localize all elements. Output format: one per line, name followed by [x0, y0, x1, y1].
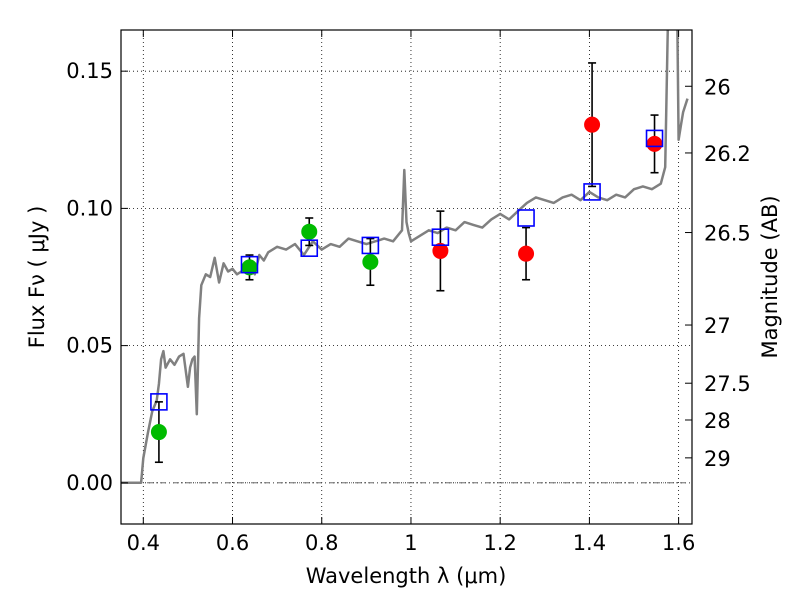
x-axis-label: Wavelength λ (μm): [306, 564, 507, 588]
model-square-point: [300, 239, 319, 257]
red-data-point: [646, 135, 663, 152]
green-data-point: [301, 223, 318, 240]
green-data-point: [362, 253, 379, 270]
model-square-point: [583, 183, 601, 201]
mag-tick-label: 26.5: [704, 222, 751, 246]
x-tick-label: 1.4: [573, 531, 606, 555]
ticks: 0.4 0.6 0.8 1 1.2 1.4 1.6 0.00 0.05 0.10 0.15 26 26.…: [66, 30, 751, 555]
x-tick-label: 1.2: [483, 531, 516, 555]
mag-tick-label: 26.2: [704, 142, 751, 166]
y-tick-label: 0.05: [66, 334, 113, 358]
x-tick-label: 0.4: [127, 531, 160, 555]
green-data-point: [150, 424, 167, 441]
y-tick-label: 0.00: [66, 471, 113, 495]
y-axis-label: Flux Fν ( μJy ): [25, 206, 49, 349]
plot-frame: [120, 29, 693, 525]
model-square-point: [240, 255, 259, 274]
mag-tick-label: 27: [704, 314, 731, 338]
red-data-point: [584, 116, 601, 133]
y-tick-label: 0.15: [66, 59, 113, 83]
mag-tick-label: 27.5: [704, 372, 751, 396]
y-tick-label: 0.10: [66, 196, 113, 220]
red-data-point: [518, 245, 535, 262]
plot-area: [121, 30, 689, 485]
model-square-point: [517, 209, 535, 227]
x-tick-label: 1.6: [662, 531, 695, 555]
x-tick-label: 0.8: [305, 531, 338, 555]
x-tick-label: 0.6: [216, 531, 249, 555]
mag-tick-label: 28: [704, 409, 731, 433]
mag-tick-label: 26: [704, 75, 731, 99]
model-square-point: [645, 129, 664, 148]
red-data-point: [432, 242, 449, 259]
model-square-point: [150, 393, 168, 411]
y2-axis-label: Magnitude (AB): [758, 195, 782, 358]
x-tick-label: 1: [404, 531, 417, 555]
mag-tick-label: 29: [704, 447, 731, 471]
model-square-point: [431, 228, 450, 247]
model-square-point: [361, 236, 380, 255]
